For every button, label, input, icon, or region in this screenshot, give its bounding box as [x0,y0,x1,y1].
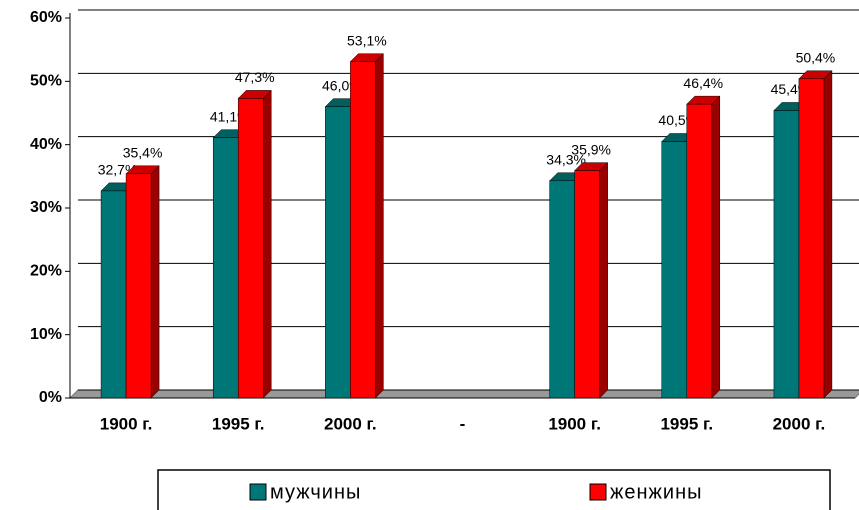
y-tick-label: 60% [30,9,62,26]
bar-front [325,106,351,399]
bar-side [375,53,384,399]
bar-front [798,78,825,399]
y-tick-label: 0% [39,389,62,406]
value-label: 53,1% [347,32,387,48]
bar [125,165,160,399]
value-label: 34,3% [546,151,586,167]
bar-side [262,89,272,399]
y-tick-label: 10% [30,326,62,343]
value-label: 50,4% [796,50,836,66]
bar-front [574,170,600,399]
bar-front [350,61,376,399]
bar-front [125,173,152,399]
bar-side [711,95,721,399]
bar-front [212,137,239,399]
value-label: 35,9% [571,141,611,157]
x-tick-label: 2000 г. [773,414,826,433]
legend-swatch [249,483,267,501]
bar [798,70,833,399]
y-tick-label: 50% [30,73,62,90]
value-label: 47,3% [235,69,275,85]
bar-side [823,70,833,399]
legend-swatch [589,483,607,501]
x-tick-label: 2000 г. [324,414,377,433]
value-label: 35,4% [123,145,163,161]
bar [349,53,384,399]
bar-front [686,103,713,399]
bar-side [150,165,160,399]
x-tick-label: - [460,414,466,433]
legend-label: женжины [610,481,703,503]
x-tick-label: 1995 г. [660,414,713,433]
legend-box [157,469,831,510]
x-tick-label: 1900 г. [548,414,601,433]
y-tick-label: 40% [30,136,62,153]
y-tick-label: 30% [30,199,62,216]
floor [68,389,859,399]
bar [686,95,721,399]
bar-side [599,162,608,399]
bar-front [661,141,688,399]
bar-front [100,190,127,399]
x-tick-label: 1995 г. [212,414,265,433]
bar-front [237,98,264,399]
x-tick-label: 1900 г. [100,414,153,433]
legend-label: мужчины [270,481,361,503]
bar [574,162,609,399]
bar-front [773,110,800,399]
bar [237,89,272,399]
y-tick-label: 20% [30,263,62,280]
value-label: 46,4% [683,75,723,91]
bar-front [549,180,575,399]
